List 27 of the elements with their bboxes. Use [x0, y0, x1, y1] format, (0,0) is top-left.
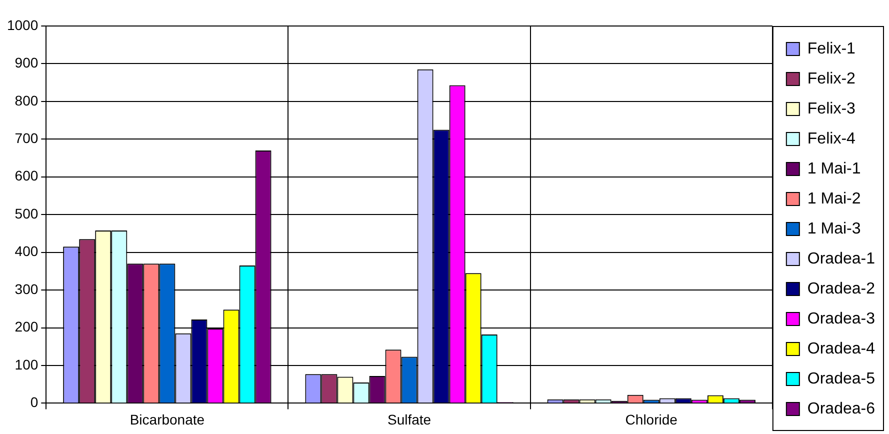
legend-label: Oradea-6: [807, 400, 876, 418]
y-tick-label: 300: [14, 280, 38, 297]
legend-label: Oradea-2: [807, 280, 876, 298]
x-tick-label: Sulfate: [387, 411, 432, 428]
legend-label: Oradea-4: [807, 340, 876, 358]
legend-label: Felix-1: [807, 40, 856, 58]
y-tick-label: 900: [14, 54, 38, 71]
y-tick-label: 200: [14, 318, 38, 335]
y-tick-label: 700: [14, 130, 38, 146]
y-tick-label: 0: [30, 394, 38, 410]
legend-label: Oradea-1: [807, 250, 876, 268]
legend-label: 1 Mai-2: [807, 190, 861, 208]
legend-label: Felix-3: [807, 100, 856, 118]
legend-label: Oradea-3: [807, 310, 876, 328]
legend-label: 1 Mai-1: [807, 160, 861, 178]
legend-label: Felix-2: [807, 70, 856, 88]
legend-label: 1 Mai-3: [807, 220, 861, 238]
x-tick-label: Chloride: [625, 411, 678, 428]
y-tick-label: 1000: [6, 16, 38, 33]
x-tick-label: Bicarbonate: [130, 411, 205, 428]
y-tick-label: 600: [14, 168, 38, 184]
y-tick-label: 500: [14, 205, 38, 222]
y-tick-label: 100: [14, 356, 38, 372]
legend-label: Felix-4: [807, 130, 856, 148]
y-tick-label: 400: [14, 243, 38, 260]
legend-label: Oradea-5: [807, 370, 876, 388]
y-tick-label: 800: [14, 92, 38, 108]
